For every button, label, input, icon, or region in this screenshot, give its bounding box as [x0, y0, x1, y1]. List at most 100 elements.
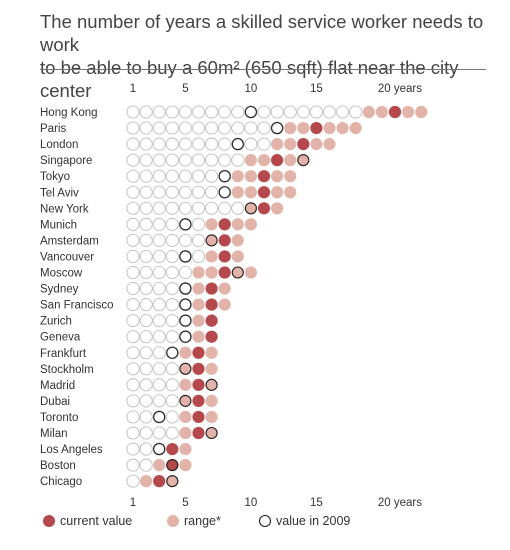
empty-dot [126, 169, 140, 183]
empty-dot [152, 346, 166, 360]
city-label: Vancouver [40, 251, 94, 263]
empty-dot [126, 378, 140, 392]
value-2009-marker [179, 394, 192, 407]
empty-dot [218, 121, 232, 135]
empty-dot [126, 137, 140, 151]
current-value-dot [205, 314, 218, 327]
empty-dot [178, 137, 192, 151]
empty-dot [152, 121, 166, 135]
empty-dot [191, 105, 206, 119]
x-tick-label-bottom: 20 years [378, 497, 422, 509]
city-label: Singapore [40, 155, 92, 167]
empty-dot [139, 233, 153, 247]
range-dot [284, 170, 297, 183]
range-dot [244, 266, 257, 279]
range-dot [297, 154, 310, 167]
range-dot [244, 218, 257, 231]
empty-dot [139, 265, 153, 280]
range-dot [297, 121, 310, 135]
empty-dot [165, 281, 179, 296]
empty-dot [178, 233, 192, 247]
range-dot [271, 170, 284, 183]
empty-dot [152, 298, 166, 312]
empty-dot [152, 281, 166, 296]
x-tick-label-top: 20 years [378, 83, 422, 95]
empty-dot [270, 121, 284, 135]
empty-dot [139, 362, 153, 376]
empty-dot [178, 201, 192, 215]
empty-dot [126, 394, 140, 408]
empty-dot [191, 233, 206, 247]
empty-dot [139, 121, 153, 135]
range-dot [205, 394, 218, 407]
city-label: Toronto [40, 412, 78, 424]
value-2009-marker [297, 154, 310, 167]
legend-current-swatch [43, 515, 55, 527]
range-dot [192, 266, 205, 279]
current-value-dot [192, 410, 205, 424]
current-value-dot [166, 459, 179, 472]
empty-dot [165, 298, 179, 312]
empty-dot [191, 153, 206, 167]
empty-dot [165, 185, 179, 199]
current-value-dot [271, 154, 284, 167]
city-label: Frankfurt [40, 348, 87, 360]
empty-dot [283, 105, 297, 119]
empty-dot [126, 426, 140, 440]
empty-dot [165, 153, 179, 167]
empty-dot [139, 153, 153, 167]
empty-dot [231, 201, 245, 215]
empty-dot [139, 185, 153, 199]
range-dot [244, 202, 257, 215]
value-2009-marker [179, 330, 192, 343]
range-dot [271, 186, 284, 199]
empty-dot [205, 169, 219, 183]
empty-dot [139, 217, 153, 231]
range-dot [257, 154, 271, 167]
city-label: Tokyo [40, 171, 70, 183]
value-2009-marker [179, 282, 192, 295]
empty-dot [178, 121, 192, 135]
range-dot [192, 298, 205, 311]
range-dot [179, 410, 192, 424]
range-dot [179, 426, 192, 440]
range-dot [402, 105, 415, 119]
current-value-dot [192, 426, 205, 440]
range-dot [231, 266, 244, 279]
empty-dot [152, 314, 166, 328]
empty-dot [165, 378, 179, 392]
range-dot [179, 346, 192, 359]
range-dot [192, 282, 205, 295]
empty-dot [126, 153, 140, 167]
city-label: Amsterdam [40, 235, 99, 247]
range-dot [166, 475, 179, 488]
empty-dot [165, 105, 179, 119]
empty-dot [191, 249, 206, 264]
empty-dot [205, 121, 219, 135]
legend-2009-swatch [258, 514, 272, 528]
range-dot [205, 218, 218, 231]
legend-range-label: range* [184, 514, 221, 528]
empty-dot [126, 217, 140, 231]
range-dot [271, 202, 284, 215]
city-label: Geneva [40, 332, 81, 344]
empty-dot [126, 298, 140, 312]
empty-dot [126, 458, 140, 472]
current-value-dot [205, 330, 218, 343]
empty-dot [270, 105, 284, 119]
empty-dot [178, 265, 192, 280]
empty-dot [178, 249, 192, 264]
empty-dot [152, 217, 166, 231]
range-dot [218, 282, 231, 295]
empty-dot [165, 201, 179, 215]
value-2009-marker [153, 442, 166, 456]
empty-dot [191, 169, 206, 183]
current-value-dot [205, 282, 218, 295]
empty-dot [257, 137, 271, 151]
empty-dot [126, 474, 140, 488]
range-dot [205, 426, 218, 440]
city-label: Tel Aviv [40, 187, 79, 199]
empty-dot [152, 105, 166, 119]
empty-dot [152, 330, 166, 344]
empty-dot [126, 121, 140, 135]
